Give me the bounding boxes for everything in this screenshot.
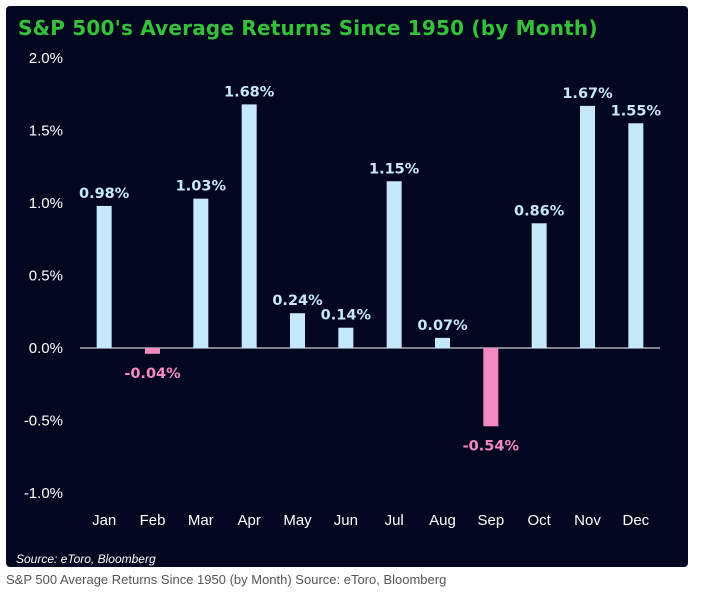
bar-aug	[435, 337, 450, 348]
y-tick-label: -0.5%	[24, 413, 63, 430]
value-label-jul: 1.15%	[369, 161, 420, 177]
value-label-sep: -0.54%	[463, 438, 520, 454]
y-tick-label: 0.0%	[29, 340, 63, 357]
bar-jun	[338, 327, 354, 348]
x-tick-label-jul: Jul	[385, 512, 404, 529]
value-label-jun: 0.14%	[321, 308, 372, 324]
chart-title: S&P 500's Average Returns Since 1950 (by…	[18, 16, 598, 40]
x-tick-label-may: May	[283, 512, 312, 529]
y-tick-label: -1.0%	[24, 485, 63, 502]
image-caption: S&P 500 Average Returns Since 1950 (by M…	[6, 572, 447, 587]
bar-apr	[241, 104, 257, 349]
x-tick-label-sep: Sep	[477, 512, 504, 529]
value-label-dec: 1.55%	[611, 103, 662, 119]
y-tick-label: 2.0%	[29, 50, 63, 67]
bar-may	[290, 313, 305, 348]
x-tick-label-apr: Apr	[237, 512, 260, 529]
x-tick-label-dec: Dec	[622, 512, 649, 529]
value-label-apr: 1.68%	[224, 84, 275, 100]
y-tick-label: 0.5%	[29, 268, 63, 285]
bar-jul	[386, 181, 402, 348]
chart-card: S&P 500's Average Returns Since 1950 (by…	[6, 6, 688, 567]
bar-sep	[483, 348, 499, 427]
bar-jan	[96, 205, 112, 348]
value-label-feb: -0.04%	[124, 366, 181, 382]
x-tick-label-feb: Feb	[140, 512, 166, 529]
y-tick-label: 1.0%	[29, 195, 63, 212]
x-tick-label-nov: Nov	[574, 512, 601, 529]
value-label-mar: 1.03%	[176, 179, 227, 195]
x-tick-label-jun: Jun	[334, 512, 358, 529]
bar-oct	[531, 223, 547, 348]
source-note: Source: eToro, Bloomberg	[16, 552, 156, 566]
x-tick-label-aug: Aug	[429, 512, 456, 529]
value-label-aug: 0.07%	[417, 318, 468, 334]
x-tick-label-jan: Jan	[92, 512, 116, 529]
bar-dec	[628, 123, 644, 348]
value-label-oct: 0.86%	[514, 203, 565, 219]
bar-nov	[580, 105, 595, 348]
bar-feb	[145, 348, 160, 354]
x-tick-label-mar: Mar	[188, 512, 214, 529]
y-tick-label: 1.5%	[29, 123, 63, 140]
value-label-may: 0.24%	[272, 293, 323, 309]
bar-mar	[193, 198, 209, 348]
value-label-jan: 0.98%	[79, 186, 130, 202]
value-label-nov: 1.67%	[562, 86, 613, 102]
x-tick-label-oct: Oct	[527, 512, 551, 529]
